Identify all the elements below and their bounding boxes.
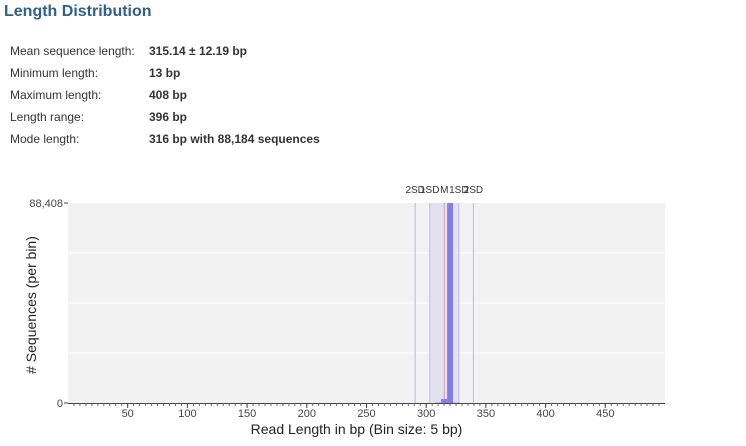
stat-value: 315.14 ± 12.19 bp (149, 44, 247, 58)
section-title: Length Distribution (4, 3, 152, 20)
x-tick-label: 300 (417, 408, 435, 420)
x-tick-label: 450 (596, 408, 614, 420)
stat-label: Maximum length: (10, 88, 102, 102)
x-tick-label: 350 (477, 408, 495, 420)
x-axis-title: Read Length in bp (Bin size: 5 bp) (251, 421, 463, 437)
stat-value: 408 bp (149, 88, 188, 102)
x-tick-label: 50 (122, 408, 134, 420)
x-tick-label: 100 (178, 408, 196, 420)
stat-row-range: Length range: 396 bp (10, 106, 320, 128)
stat-line-label: 2SD (464, 185, 483, 196)
histogram-bar (447, 203, 454, 403)
stats-table: Mean sequence length: 315.14 ± 12.19 bp … (10, 40, 320, 150)
x-tick-label: 200 (298, 408, 316, 420)
y-tick-label: 0 (57, 398, 63, 410)
stat-label: Minimum length: (10, 66, 99, 80)
stat-value: 396 bp (149, 110, 188, 124)
x-tick-label: 250 (357, 408, 375, 420)
stat-row-max: Maximum length: 408 bp (10, 84, 320, 106)
stat-row-min: Minimum length: 13 bp (10, 62, 320, 84)
y-axis-title: # Sequences (per bin) (23, 236, 39, 374)
stat-label: Mode length: (10, 132, 80, 146)
stat-label: Length range: (10, 110, 85, 124)
stat-line-label: 1SD (420, 185, 439, 196)
x-tick-label: 400 (536, 408, 554, 420)
x-tick-label: 150 (238, 408, 256, 420)
stat-label: Mean sequence length: (10, 44, 135, 58)
stat-line-label: 2SD (405, 185, 424, 196)
stat-value: 316 bp with 88,184 sequences (149, 132, 320, 146)
histogram-bar (441, 398, 448, 403)
stat-value: 13 bp (149, 66, 181, 80)
stat-line-label: M (440, 185, 448, 196)
stat-row-mean: Mean sequence length: 315.14 ± 12.19 bp (10, 40, 320, 62)
stat-line-label: 1SD (449, 185, 468, 196)
y-tick-label: 88,408 (29, 198, 63, 210)
stat-row-mode: Mode length: 316 bp with 88,184 sequence… (10, 128, 320, 150)
